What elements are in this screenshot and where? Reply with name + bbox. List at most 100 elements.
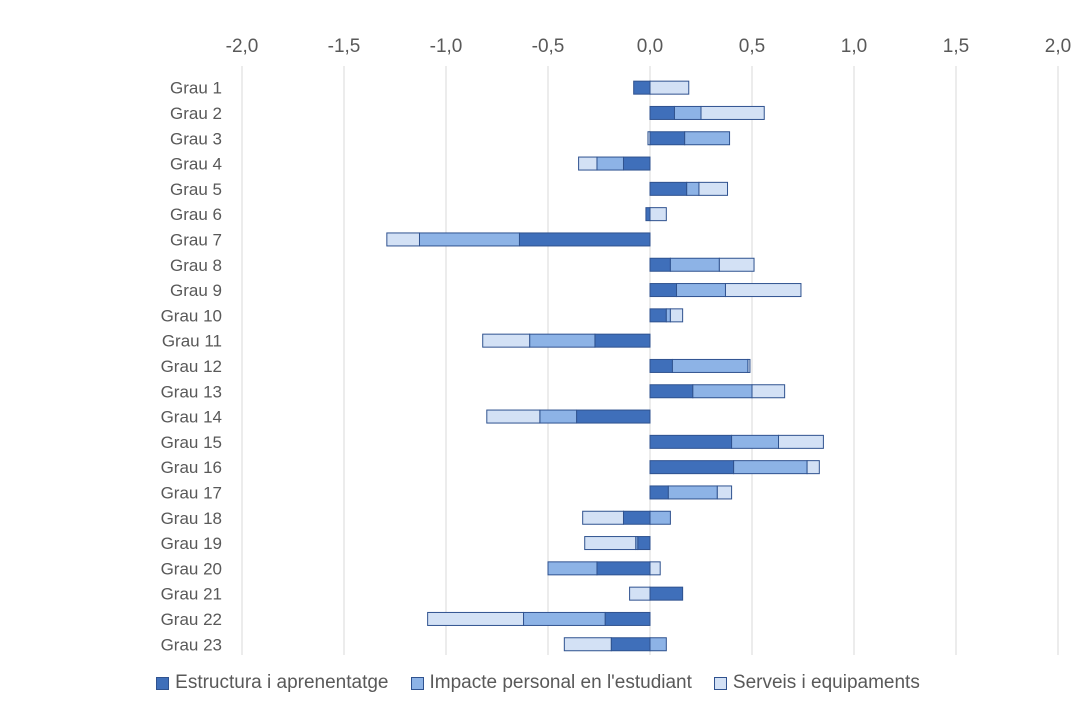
legend-label-estructura: Estructura i aprenentatge: [175, 672, 389, 693]
bar-segment: [751, 384, 786, 399]
legend-swatch-estructura: [156, 676, 170, 690]
category-label: Grau 9: [170, 281, 222, 300]
bar-segment: [584, 536, 637, 551]
bar-segment: [649, 460, 735, 475]
category-label: Grau 23: [161, 635, 222, 654]
category-label: Grau 1: [170, 79, 222, 98]
bar-segment: [649, 181, 688, 196]
bar-segment: [523, 611, 606, 626]
bar-segment: [647, 131, 651, 146]
bar-segment: [718, 257, 755, 272]
bar-segment: [649, 561, 661, 576]
bar-segment: [649, 257, 671, 272]
bar-segment: [778, 434, 824, 449]
category-label: Grau 16: [161, 458, 222, 477]
bar-segment: [610, 637, 651, 652]
bar-segment: [747, 358, 751, 373]
x-tick-label: -0,5: [532, 36, 565, 57]
bar-segment: [563, 637, 612, 652]
chart-legend: Estructura i aprenentatge Impacte person…: [0, 668, 1076, 698]
bar-segment: [547, 561, 598, 576]
bar-segment: [637, 536, 651, 551]
bar-segment: [731, 434, 780, 449]
bar-segment: [582, 510, 624, 525]
bar-segment: [733, 460, 808, 475]
category-label: Grau 4: [170, 155, 222, 174]
bar-segment: [700, 105, 765, 120]
bar-segment: [427, 611, 525, 626]
bar-segment: [604, 611, 651, 626]
bar-segment: [649, 105, 675, 120]
category-label: Grau 7: [170, 230, 222, 249]
bar-segment: [594, 333, 651, 348]
bar-segment: [669, 308, 684, 323]
bar-segment: [629, 586, 651, 601]
category-label: Grau 14: [161, 408, 222, 427]
category-label: Grau 6: [170, 205, 222, 224]
category-label: Grau 18: [161, 509, 222, 528]
legend-item-serveis: Serveis i equipaments: [713, 672, 920, 694]
category-label: Grau 21: [161, 585, 222, 604]
category-label: Grau 20: [161, 559, 222, 578]
bar-segment: [649, 510, 671, 525]
bar-segment: [692, 384, 753, 399]
category-label: Grau 12: [161, 357, 222, 376]
bar-segment: [596, 561, 651, 576]
category-label: Grau 13: [161, 382, 222, 401]
legend-label-serveis: Serveis i equipaments: [732, 672, 920, 693]
x-tick-label: -2,0: [226, 36, 259, 57]
bar-segment: [539, 409, 578, 424]
bar-segment: [518, 232, 651, 247]
x-tick-label: -1,0: [430, 36, 463, 57]
x-tick-label: 2,0: [1045, 36, 1071, 57]
x-tick-label: 0,0: [637, 36, 663, 57]
bar-segment: [667, 485, 718, 500]
bar-segment: [649, 207, 667, 222]
bar-segment: [716, 485, 733, 500]
bar-segment: [649, 434, 733, 449]
x-tick-label: 1,5: [943, 36, 969, 57]
bar-segment: [649, 485, 669, 500]
category-label: Grau 10: [161, 306, 222, 325]
x-tick-label: 1,0: [841, 36, 867, 57]
legend-item-estructura: Estructura i aprenentatge: [156, 672, 389, 694]
legend-swatch-serveis: [713, 676, 727, 690]
bar-segment: [806, 460, 820, 475]
bar-segment: [633, 80, 651, 95]
bar-segment: [684, 131, 731, 146]
bar-segment: [486, 409, 541, 424]
legend-swatch-impacte: [410, 676, 424, 690]
bar-segment: [482, 333, 531, 348]
bar-segment: [649, 283, 678, 298]
bar-segment: [622, 156, 651, 171]
bar-segment: [686, 181, 700, 196]
bar-segment: [649, 80, 690, 95]
category-label: Grau 11: [162, 332, 222, 351]
x-tick-label: -1,5: [328, 36, 361, 57]
bar-segment: [673, 105, 702, 120]
bar-segment: [596, 156, 624, 171]
legend-item-impacte: Impacte personal en l'estudiant: [410, 672, 692, 694]
category-label: Grau 8: [170, 256, 222, 275]
legend-label-impacte: Impacte personal en l'estudiant: [429, 672, 692, 693]
bar-segment: [669, 257, 720, 272]
bar-segment: [665, 308, 671, 323]
bar-segment: [649, 131, 686, 146]
bar-segment: [418, 232, 520, 247]
bar-segment: [578, 156, 598, 171]
category-label: Grau 15: [161, 433, 222, 452]
category-label: Grau 2: [170, 104, 222, 123]
bar-segment: [386, 232, 420, 247]
bar-segment: [649, 586, 684, 601]
bar-segment: [649, 308, 667, 323]
bar-segment: [622, 510, 651, 525]
bar-segment: [649, 637, 667, 652]
bar-segment: [645, 207, 651, 222]
category-label: Grau 5: [170, 180, 222, 199]
bar-segment: [576, 409, 651, 424]
bar-segment: [671, 358, 749, 373]
bar-segment: [698, 181, 729, 196]
bar-segment: [724, 283, 802, 298]
